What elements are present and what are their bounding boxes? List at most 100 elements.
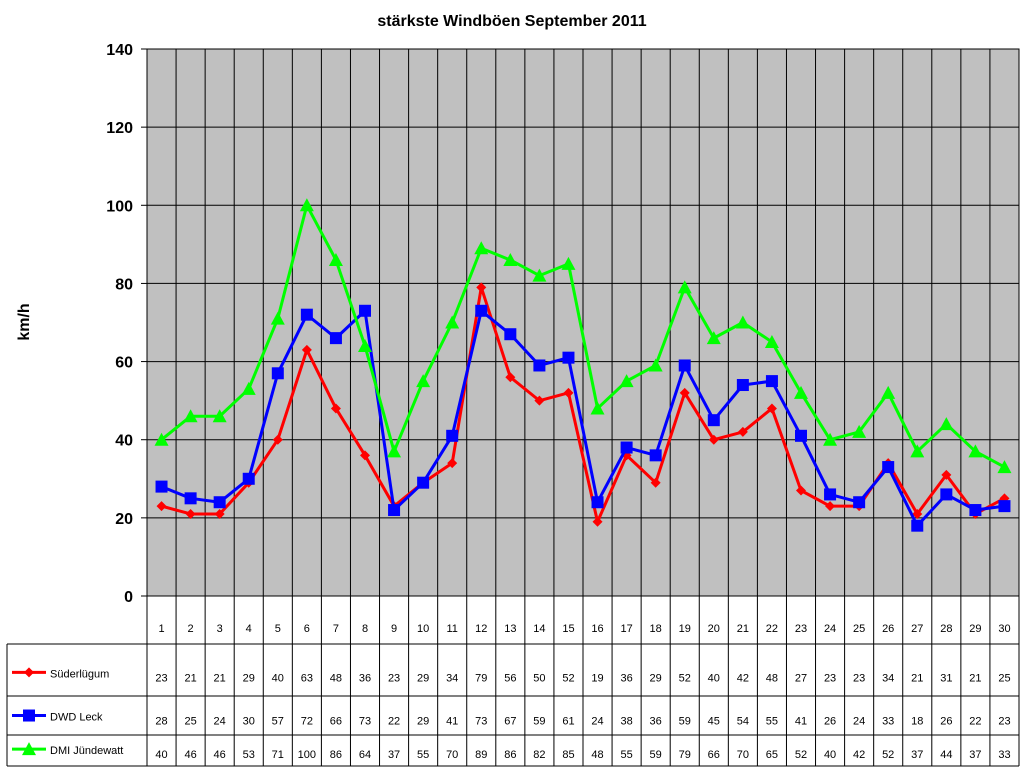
data-point (678, 359, 691, 372)
data-point (968, 444, 983, 458)
y-tick-label: 120 (106, 120, 133, 137)
legend-label: DWD Leck (50, 712, 103, 724)
data-table-cell: 71 (272, 749, 284, 761)
data-table-cell: 65 (766, 749, 778, 761)
data-table-cell: 21 (911, 672, 923, 684)
data-point (241, 381, 256, 395)
data-point (650, 477, 661, 488)
y-tick-label: 60 (115, 355, 133, 372)
data-table-cell: 19 (591, 672, 603, 684)
data-table-cell: 55 (620, 749, 632, 761)
data-point (475, 304, 488, 317)
series-line (160, 203, 1006, 469)
data-table-cell: 64 (359, 749, 371, 761)
data-point (677, 280, 692, 294)
data-table-cell: 70 (446, 749, 458, 761)
data-point (388, 504, 401, 517)
gridlines (6, 48, 1020, 767)
data-table-cell: 72 (301, 716, 313, 728)
data-table-cell: 36 (650, 716, 662, 728)
data-table-cell: 40 (272, 672, 284, 684)
x-tick-label: 10 (417, 623, 429, 635)
data-table-cell: 30 (243, 716, 255, 728)
x-tick-label: 14 (533, 623, 545, 635)
plot-border (146, 48, 1020, 597)
x-tick-label: 8 (362, 623, 368, 635)
data-table-cell: 57 (272, 716, 284, 728)
data-point (185, 508, 196, 519)
data-point (939, 417, 954, 431)
x-tick-label: 16 (591, 623, 603, 635)
data-point (708, 434, 719, 445)
data-table-cell: 59 (650, 749, 662, 761)
data-point (387, 444, 402, 458)
data-table-cell: 26 (940, 716, 952, 728)
data-table-cell: 40 (824, 749, 836, 761)
data-point (242, 472, 255, 485)
data-point (271, 367, 284, 380)
data-point (563, 387, 574, 398)
legend-marker (22, 742, 36, 756)
data-point (155, 480, 168, 493)
data-point (910, 444, 925, 458)
data-point (823, 432, 838, 446)
data-point (590, 401, 605, 415)
data-point (476, 282, 487, 293)
data-table-cell: 23 (388, 672, 400, 684)
data-point (853, 496, 866, 509)
x-tick-label: 7 (333, 623, 339, 635)
data-table-cell: 48 (591, 749, 603, 761)
y-tick-label: 20 (115, 511, 133, 528)
data-table-cell: 70 (737, 749, 749, 761)
data-point (534, 395, 545, 406)
data-point (766, 403, 777, 414)
data-table-cell: 55 (766, 716, 778, 728)
data-table-cell: 52 (795, 749, 807, 761)
data-point (592, 516, 603, 527)
data-table-cell: 44 (940, 749, 952, 761)
data-table-cell: 52 (562, 672, 574, 684)
data-point (156, 501, 167, 512)
data-point (941, 469, 952, 480)
data-table-cell: 27 (795, 672, 807, 684)
x-tick-label: 11 (446, 623, 457, 635)
data-table-cell: 29 (417, 716, 429, 728)
y-tick-label: 0 (124, 589, 133, 606)
legend-marker (24, 667, 34, 678)
data-point (911, 519, 924, 532)
data-table-cell: 89 (475, 749, 487, 761)
data-table-cell: 50 (533, 672, 545, 684)
data-table-cell: 24 (591, 716, 603, 728)
x-tick-label: 26 (882, 623, 894, 635)
data-table-cell: 82 (533, 749, 545, 761)
data-table-cell: 59 (533, 716, 545, 728)
data-table-cell: 25 (998, 672, 1010, 684)
data-point (445, 315, 460, 329)
y-axis-label: km/h (16, 303, 33, 340)
data-table-cell: 53 (243, 749, 255, 761)
data-point (533, 359, 546, 372)
data-point (270, 311, 285, 325)
legend-label: Süderlügum (50, 668, 109, 680)
data-point (416, 374, 431, 388)
data-point (154, 432, 169, 446)
data-point (998, 500, 1011, 513)
x-tick-label: 1 (158, 623, 164, 635)
x-tick-label: 3 (217, 623, 223, 635)
data-table-cell: 31 (940, 672, 952, 684)
data-table-cell: 86 (504, 749, 516, 761)
y-tick-label: 40 (115, 433, 133, 450)
data-table-cell: 73 (475, 716, 487, 728)
data-table-cell: 36 (359, 672, 371, 684)
data-table-cell: 29 (650, 672, 662, 684)
legend-marker (23, 709, 35, 722)
data-table-cell: 85 (562, 749, 574, 761)
data-table-cell: 23 (998, 716, 1010, 728)
data-table-cell: 73 (359, 716, 371, 728)
data-table-cell: 56 (504, 672, 516, 684)
x-tick-label: 5 (275, 623, 281, 635)
data-table-cell: 34 (446, 672, 458, 684)
data-table-cell: 37 (969, 749, 981, 761)
data-table-cell: 63 (301, 672, 313, 684)
data-table-cell: 34 (882, 672, 894, 684)
